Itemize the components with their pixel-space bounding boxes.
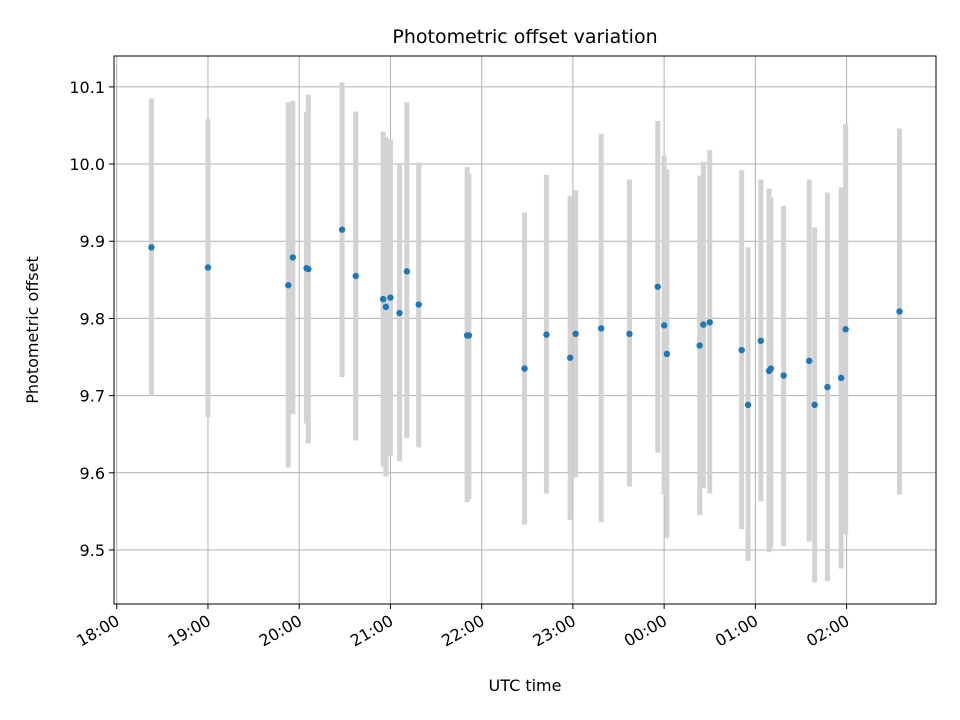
data-point (780, 372, 787, 379)
y-axis-label: Photometric offset (23, 256, 42, 404)
data-point (837, 374, 845, 382)
data-point (767, 365, 775, 372)
data-point (706, 319, 713, 326)
y-tick-label: 9.8 (80, 309, 105, 328)
y-axis-ticks: 9.5 9.6 9.7 9.8 9.9 10.0 10.1 (69, 78, 114, 560)
data-point (660, 322, 668, 329)
data-point (543, 331, 550, 338)
data-point (289, 254, 297, 261)
data-point (521, 365, 528, 372)
data-point (204, 264, 212, 271)
data-point (805, 357, 813, 365)
data-point (572, 330, 579, 338)
y-tick-label: 10.0 (69, 155, 105, 174)
data-point (842, 326, 849, 333)
y-tick-label: 9.7 (80, 387, 105, 406)
chart-title: Photometric offset variation (392, 26, 657, 48)
data-point (757, 337, 765, 345)
data-point (148, 244, 155, 251)
data-point (396, 309, 403, 317)
data-point (415, 301, 422, 308)
data-point (387, 294, 394, 301)
data-point (824, 383, 831, 391)
data-point (896, 308, 903, 315)
y-tick-label: 9.6 (80, 464, 105, 483)
data-point (379, 295, 387, 303)
data-point (696, 342, 703, 349)
data-point (626, 330, 633, 338)
y-tick-label: 10.1 (69, 78, 105, 97)
data-point (738, 346, 745, 354)
data-points (148, 226, 903, 409)
y-tick-label: 9.5 (80, 541, 105, 560)
data-point (465, 332, 473, 339)
data-point (700, 321, 707, 328)
data-point (285, 282, 292, 289)
data-point (338, 226, 346, 233)
data-point (744, 401, 752, 409)
data-point (382, 303, 390, 311)
y-tick-label: 9.9 (80, 232, 105, 251)
data-point (654, 283, 661, 290)
data-point (597, 325, 605, 332)
data-point (566, 354, 574, 361)
data-point (663, 350, 671, 358)
plot-frame (113, 55, 937, 605)
x-axis-label: UTC time (489, 676, 562, 695)
data-point (352, 272, 359, 280)
data-point (403, 268, 411, 275)
data-point (811, 401, 818, 409)
data-point (305, 265, 312, 273)
